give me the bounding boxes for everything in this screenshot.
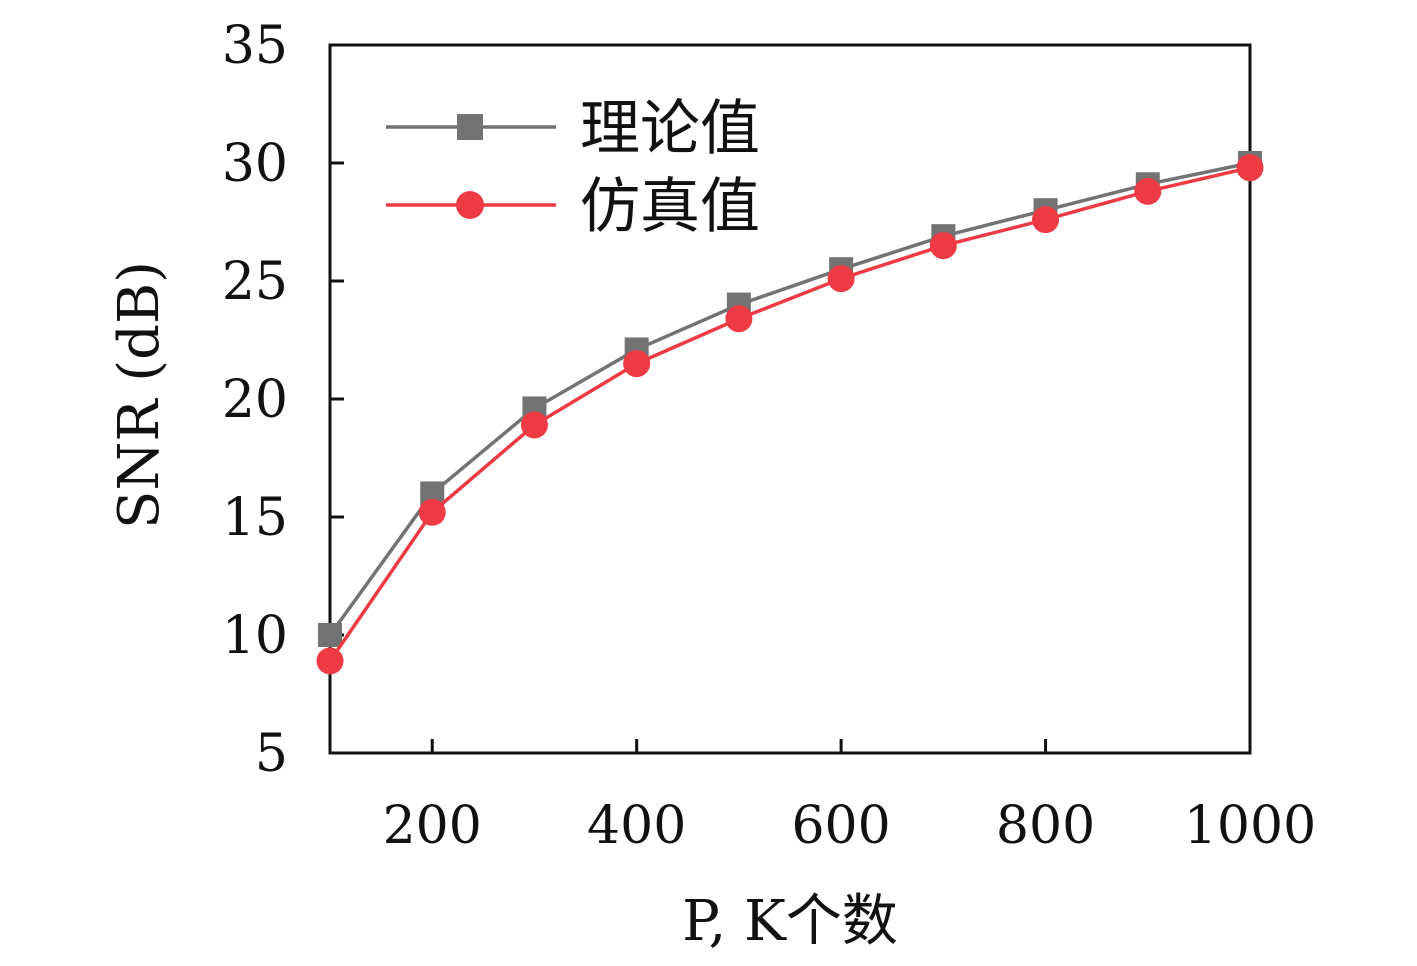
data-point-circle (520, 411, 548, 439)
y-tick-label: 25 (222, 252, 288, 312)
plot-frame (328, 43, 1252, 755)
y-tick-label: 35 (222, 16, 288, 76)
x-tick-label: 800 (996, 796, 1095, 856)
y-tick-label: 30 (222, 134, 288, 194)
series-line (328, 165, 1251, 662)
x-tick-label: 1000 (1184, 796, 1316, 856)
legend-label: 仿真值 (580, 172, 760, 242)
data-point-circle (623, 350, 651, 378)
data-point-circle (1134, 177, 1162, 205)
axes: 5 10 15 20 25 30 35 200 400 600 800 1000 (222, 16, 1316, 856)
legend-marker-square (457, 114, 483, 140)
data-point-circle (827, 265, 855, 293)
series-line (328, 161, 1251, 637)
x-axis-title: P, K个数 (682, 889, 898, 954)
legend-marker-circle (456, 191, 484, 219)
data-point-circle (316, 647, 344, 675)
series-2 (316, 154, 1264, 675)
data-point-circle (929, 232, 957, 260)
series-layer (316, 151, 1264, 675)
x-tick-label: 200 (383, 796, 482, 856)
legend-label: 理论值 (580, 94, 760, 164)
y-tick-label: 20 (222, 370, 288, 430)
x-tick-label: 600 (791, 796, 890, 856)
data-point-circle (1236, 154, 1264, 182)
x-tick-label: 400 (587, 796, 686, 856)
legend-entry-2: 仿真值 (386, 172, 760, 242)
y-tick-label: 15 (222, 488, 288, 548)
y-tick-label: 10 (222, 606, 288, 666)
data-point-square (318, 623, 342, 647)
data-point-circle (725, 305, 753, 333)
y-tick-label: 5 (255, 724, 288, 784)
legend-entry-1: 理论值 (386, 94, 760, 164)
y-axis-title: SNR (dB) (107, 261, 172, 529)
series-1 (318, 151, 1262, 647)
data-point-circle (418, 498, 446, 526)
data-point-circle (1032, 206, 1060, 234)
